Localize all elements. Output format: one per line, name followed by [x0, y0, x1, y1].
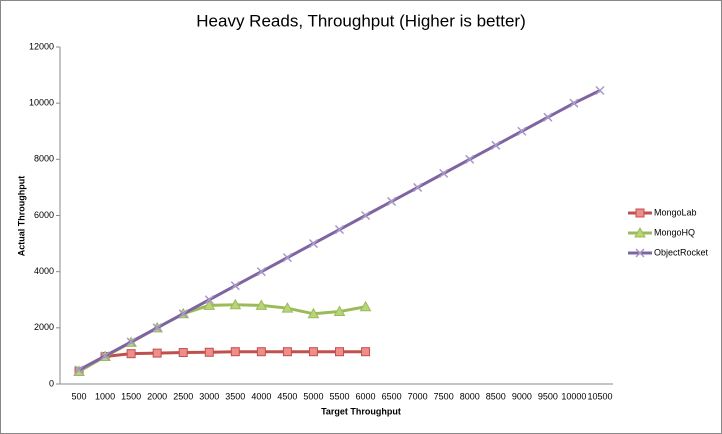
- x-tick-label: 9000: [512, 391, 532, 401]
- marker: [255, 299, 268, 310]
- marker: [517, 126, 527, 136]
- marker: [595, 85, 605, 96]
- legend-label: MongoHQ: [654, 227, 695, 237]
- marker: [543, 112, 553, 122]
- marker: [361, 210, 371, 221]
- marker: [439, 168, 449, 178]
- x-tick-label: 2500: [173, 391, 193, 401]
- x-tick-label: 3000: [199, 391, 219, 401]
- x-tick-label: 8500: [486, 391, 506, 401]
- y-axis-label: Actual Throughput: [16, 176, 26, 257]
- marker: [359, 300, 372, 312]
- marker: [178, 309, 188, 319]
- marker: [204, 347, 214, 357]
- marker: [126, 337, 136, 347]
- x-tick-label: 7500: [434, 391, 454, 401]
- x-tick-label: 500: [72, 391, 87, 401]
- chart-title: Heavy Reads, Throughput (Higher is bette…: [196, 11, 525, 30]
- x-tick-label: 6000: [356, 391, 376, 401]
- x-tick-label: 9500: [538, 391, 558, 401]
- y-tick-label: 6000: [34, 210, 54, 220]
- legend-label: ObjectRocket: [654, 247, 709, 257]
- y-tick-label: 10000: [29, 98, 54, 108]
- y-tick-label: 0: [49, 378, 54, 388]
- x-tick-label: 10000: [561, 391, 586, 401]
- marker: [333, 305, 346, 317]
- marker: [204, 295, 214, 305]
- x-axis-label: Target Throughput: [321, 406, 401, 416]
- x-tick-label: 4500: [277, 391, 297, 401]
- marker: [203, 299, 216, 310]
- marker: [178, 348, 188, 358]
- marker: [152, 323, 162, 333]
- marker: [230, 347, 240, 357]
- marker: [635, 248, 645, 258]
- marker: [152, 348, 162, 358]
- marker: [256, 267, 266, 277]
- x-tick-label: 2000: [147, 391, 167, 401]
- marker: [281, 302, 294, 313]
- x-tick-label: 5500: [329, 391, 349, 401]
- marker: [491, 140, 501, 150]
- x-tick-label: 1000: [95, 391, 115, 401]
- marker: [100, 351, 110, 361]
- x-tick-label: 8000: [460, 391, 480, 401]
- legend-label: MongoLab: [654, 207, 697, 217]
- y-tick-label: 2000: [34, 322, 54, 332]
- x-tick-label: 1500: [121, 391, 141, 401]
- marker: [74, 365, 84, 375]
- marker: [256, 347, 266, 357]
- y-tick-label: 12000: [29, 41, 54, 51]
- marker: [307, 307, 320, 319]
- marker: [413, 182, 423, 192]
- marker: [308, 347, 318, 357]
- x-tick-label: 6500: [382, 391, 402, 401]
- y-tick-label: 8000: [34, 154, 54, 164]
- marker: [282, 347, 292, 357]
- marker: [229, 298, 242, 310]
- y-tick-label: 4000: [34, 266, 54, 276]
- marker: [126, 349, 136, 359]
- marker: [230, 281, 240, 291]
- marker: [335, 347, 344, 357]
- marker: [634, 226, 646, 238]
- marker: [361, 347, 371, 357]
- x-tick-label: 10500: [587, 391, 612, 401]
- marker: [635, 208, 645, 218]
- x-tick-label: 4000: [251, 391, 271, 401]
- marker: [308, 239, 318, 249]
- marker: [282, 253, 292, 263]
- marker: [569, 98, 579, 108]
- marker: [334, 225, 345, 235]
- marker: [465, 154, 475, 164]
- x-tick-label: 7000: [408, 391, 428, 401]
- x-tick-label: 5000: [303, 391, 323, 401]
- x-tick-label: 3500: [225, 391, 245, 401]
- marker: [387, 196, 397, 206]
